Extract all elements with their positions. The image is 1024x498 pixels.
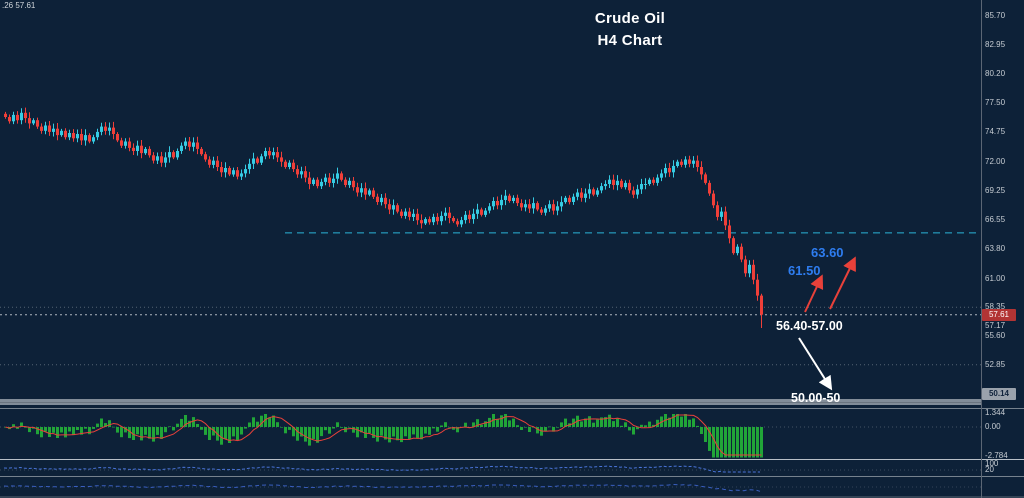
price-tick-label: 66.55 [985,215,1006,224]
arrow-to-61-50 [804,274,824,313]
price-tick-label: 72.00 [985,157,1006,166]
momentum-line-panel [0,483,981,492]
instrument-info: .26 57.61 [2,1,36,10]
price-axis[interactable]: 85.70 82.95 80.20 77.50 74.75 72.00 69.25 66.55… [982,0,1024,498]
price-tick-label: 58.35 [985,302,1006,311]
level-price-badge: 50.14 [982,388,1016,400]
breakdown-zone-label: 56.40-57.00 [776,319,843,333]
support-target-label: 50.00-50 [791,391,841,405]
price-tick-label: 52.85 [985,360,1006,369]
support-band [0,399,981,405]
oscillator-strip-panel [0,465,981,473]
arrow-to-50-00 [798,337,833,391]
upside-target-label-mid: 61.50 [788,263,821,278]
chart-title: Crude Oil H4 Chart [540,8,720,52]
price-tick-label: 77.50 [985,98,1006,107]
indicator-tick-label: 0.00 [985,422,1001,431]
indicator-tick-label: 100 [985,459,999,468]
price-tick-label: 55.60 [985,331,1006,340]
price-tick-label: 85.70 [985,11,1006,20]
macd-histogram-panel [0,414,981,458]
price-tick-label: 82.95 [985,40,1006,49]
upside-target-label-high: 63.60 [811,245,844,260]
chart-title-line2: H4 Chart [597,32,663,49]
indicator-tick-label: 1.344 [985,408,1006,417]
price-tick-label: 63.80 [985,244,1006,253]
dotted-levels [0,306,981,366]
indicator-tick-label: -2.784 [985,451,1008,460]
indicator-tick-label: 20 [985,465,994,474]
price-tick-label: 74.75 [985,127,1006,136]
price-tick-label: 57.17 [985,321,1006,330]
chart-title-line1: Crude Oil [594,10,666,27]
arrow-to-63-60 [829,256,856,310]
candles-group [4,107,763,328]
bid-price-badge: 57.61 [982,309,1016,321]
price-tick-label: 69.25 [985,186,1006,195]
price-tick-label: 80.20 [985,69,1006,78]
price-tick-label: 61.00 [985,274,1006,283]
annotation-arrows [798,256,856,391]
